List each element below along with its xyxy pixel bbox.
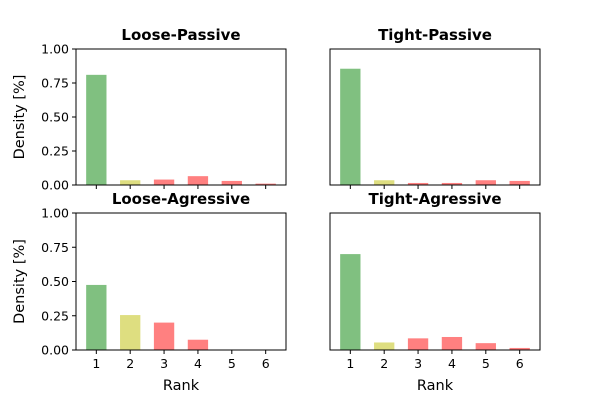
x-tick-label-4-6: 6 [516, 356, 524, 371]
x-tick-label-4-1: 1 [346, 356, 354, 371]
panel-title-3: Loose-Agressive [112, 190, 250, 208]
x-axis-label-3: Rank [163, 378, 200, 394]
y-tick-label-3-0.00: 0.00 [41, 343, 69, 358]
axes-frame-1 [75, 48, 287, 186]
bar-3-rank-2 [120, 315, 141, 350]
bar-1-rank-4 [187, 176, 209, 185]
x-tick-label-3-1: 1 [92, 356, 100, 371]
panel-title-2: Tight-Passive [378, 26, 492, 44]
bar-3-rank-1 [86, 284, 107, 350]
bar-3-rank-4 [187, 339, 209, 350]
axes-frame-4 [329, 212, 541, 351]
y-tick-label-1-0.50: 0.50 [41, 110, 69, 125]
x-tick-label-3-6: 6 [262, 356, 270, 371]
bar-1-rank-3 [153, 179, 175, 185]
bar-2-rank-6 [509, 180, 530, 185]
panel-title-1: Loose-Passive [121, 26, 240, 44]
bar-4-rank-6 [509, 347, 530, 350]
y-tick-label-1-1.00: 1.00 [41, 42, 69, 57]
x-tick-label-3-4: 4 [194, 356, 202, 371]
x-tick-label-4-2: 2 [380, 356, 388, 371]
bar-1-rank-6 [255, 183, 276, 185]
bar-2-rank-3 [407, 182, 429, 185]
bar-2-rank-1 [340, 68, 361, 185]
bar-2-rank-2 [374, 180, 395, 185]
y-tick-label-3-0.50: 0.50 [41, 274, 69, 289]
bar-4-rank-5 [475, 343, 496, 350]
x-tick-label-4-3: 3 [414, 356, 422, 371]
x-tick-label-3-5: 5 [228, 356, 236, 371]
axes-frame-2 [329, 48, 541, 186]
x-tick-label-3-3: 3 [160, 356, 168, 371]
y-tick-label-1-0.75: 0.75 [41, 76, 69, 91]
bar-4-rank-1 [340, 254, 361, 350]
bar-4-rank-4 [441, 336, 463, 350]
bar-4-rank-3 [407, 338, 429, 350]
bar-1-rank-1 [86, 74, 107, 185]
y-tick-label-3-0.25: 0.25 [41, 308, 69, 323]
x-tick-label-4-4: 4 [448, 356, 456, 371]
bar-4-rank-2 [374, 342, 395, 350]
bar-1-rank-2 [120, 180, 141, 185]
y-axis-label-1: Density [%] [12, 75, 28, 160]
bar-3-rank-3 [153, 322, 175, 350]
y-tick-label-1-0.00: 0.00 [41, 178, 69, 193]
y-tick-label-3-1.00: 1.00 [41, 206, 69, 221]
x-tick-label-4-5: 5 [482, 356, 490, 371]
y-tick-label-1-0.25: 0.25 [41, 144, 69, 159]
x-axis-label-4: Rank [417, 378, 454, 394]
bar-2-rank-4 [441, 182, 463, 185]
bar-1-rank-5 [221, 180, 242, 185]
axes-frame-3 [75, 212, 287, 351]
bar-2-rank-5 [475, 180, 496, 185]
panel-title-4: Tight-Agressive [368, 190, 501, 208]
y-axis-label-3: Density [%] [12, 239, 28, 324]
y-tick-label-3-0.75: 0.75 [41, 240, 69, 255]
x-tick-label-3-2: 2 [126, 356, 134, 371]
